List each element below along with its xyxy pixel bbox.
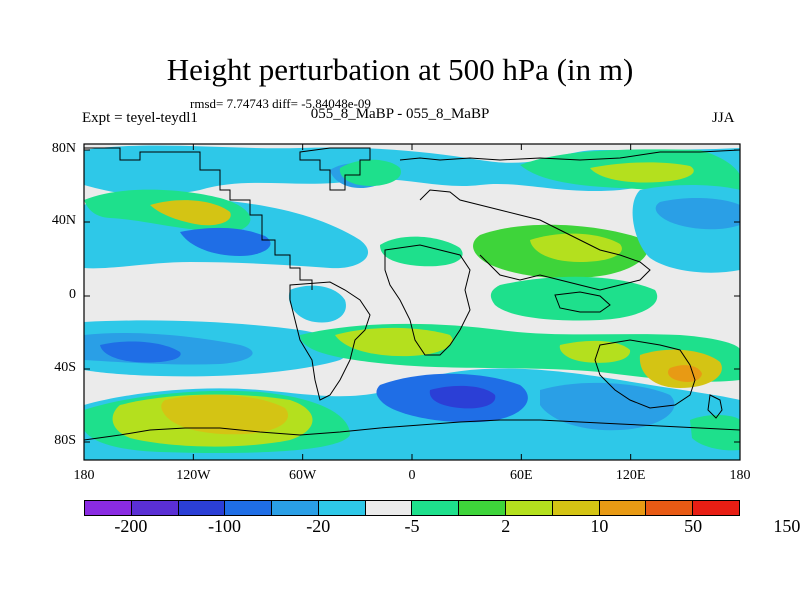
contour-field	[84, 144, 740, 460]
x-tick-label: 120W	[176, 468, 211, 483]
colorbar-cell	[459, 501, 507, 515]
colorbar-label: 50	[684, 516, 703, 536]
y-tick-label: 0	[69, 287, 76, 302]
colorbar-label: 2	[501, 516, 511, 536]
colorbar-label: -200	[114, 516, 148, 536]
nh-east-deep-blue	[655, 198, 740, 230]
coastline-africa	[384, 244, 471, 356]
x-tick-label: 0	[408, 468, 416, 483]
x-tick-label: 120E	[615, 468, 646, 483]
x-tick-label: 60E	[510, 468, 533, 483]
coastline-south-america	[289, 281, 371, 401]
colorbar-label: -5	[404, 516, 420, 536]
colorbar-cell	[85, 501, 132, 515]
colorbar	[84, 500, 740, 516]
colorbar-label: 10	[590, 516, 609, 536]
coastline-indonesia	[554, 291, 611, 313]
colorbar-cell	[178, 501, 226, 515]
sh-dark-blue	[100, 341, 181, 363]
colorbar-cell	[599, 501, 647, 515]
coastline-north-america	[84, 147, 313, 290]
colorbar-cell	[272, 501, 319, 515]
y-tick-label: 40S	[54, 360, 76, 375]
rmsd-diff-stats: rmsd= 7.74743 diff= -5.84048e-09	[190, 96, 371, 111]
nh-europe-green	[380, 236, 463, 267]
sh-polar-green-east	[690, 415, 740, 451]
experiment-label: Expt = teyel-teydl1	[82, 110, 198, 126]
sh-polar-mid-blue-east	[540, 382, 675, 431]
chart-title: Height perturbation at 500 hPa (in m)	[166, 52, 634, 87]
nh-pacific-yellow-ridge	[150, 200, 231, 226]
sh-polar-darker-blue	[429, 385, 496, 409]
coastline-greenland	[299, 147, 371, 191]
colorbar-cell	[131, 501, 179, 515]
coastline-antarctica	[84, 419, 740, 441]
y-tick-label: 40N	[51, 213, 76, 228]
x-tick-label: 180	[73, 468, 95, 483]
coastline-new-zealand	[707, 394, 723, 419]
colorbar-cell	[693, 501, 739, 515]
colorbar-label: -20	[306, 516, 331, 536]
arctic-yellowgreen-patch	[590, 162, 694, 183]
axis-ticks	[83, 144, 741, 460]
season-label: JJA	[712, 110, 735, 126]
case-label: 055_8_MaBP - 055_8_MaBP	[310, 106, 490, 122]
colorbar-cell	[412, 501, 460, 515]
colorbar-cell	[318, 501, 366, 515]
sh-yellowgreen-indian	[559, 340, 631, 363]
colorbar-cell	[225, 501, 273, 515]
nh-asia-yellowgreen	[530, 233, 622, 262]
coastline-australia	[594, 339, 696, 409]
sh-polar-yellow	[161, 394, 289, 435]
nh-green-blob-atlantic	[339, 159, 401, 186]
colorbar-label: 150	[773, 516, 800, 536]
colorbar-cell	[365, 501, 413, 515]
tropics-light-blue	[288, 285, 346, 323]
y-tick-label: 80N	[51, 141, 76, 156]
x-tick-label: 180	[729, 468, 751, 483]
coastline-outlines	[84, 147, 740, 441]
tropics-green-east	[490, 276, 658, 321]
colorbar-label: -100	[208, 516, 242, 536]
x-tick-label: 60W	[289, 468, 317, 483]
colorbar-cell	[646, 501, 694, 515]
nh-pacific-deep-blue	[180, 227, 271, 256]
sh-yellowgreen-atlantic	[335, 327, 453, 357]
colorbar-cell	[552, 501, 600, 515]
sh-orange-east	[668, 365, 702, 382]
coastline-eurasia	[399, 149, 740, 291]
colorbar-cell	[506, 501, 553, 515]
y-tick-label: 80S	[54, 433, 76, 448]
